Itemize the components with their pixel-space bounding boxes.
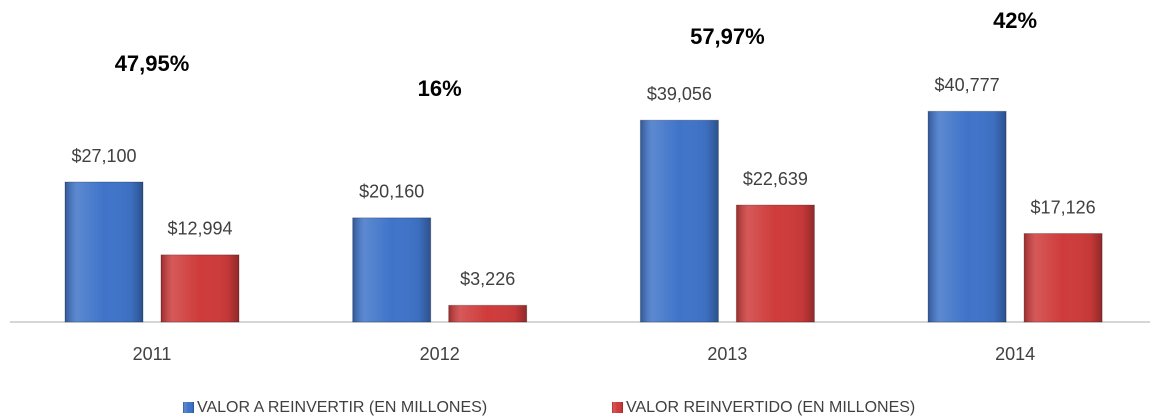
x-tick-label: 2012 — [420, 344, 460, 364]
x-tick-label: 2013 — [707, 344, 747, 364]
data-label: $12,994 — [167, 219, 232, 239]
data-label: $27,100 — [71, 146, 136, 166]
x-tick-label: 2011 — [133, 344, 172, 364]
annotation: 16% — [418, 76, 462, 101]
x-tick-label: 2014 — [995, 344, 1035, 364]
legend-swatch-shade — [612, 402, 623, 413]
bar — [352, 217, 432, 323]
bar — [448, 304, 528, 323]
annotation: 57,97% — [690, 24, 765, 49]
data-label: $22,639 — [743, 169, 808, 189]
legend-label: VALOR A REINVERTIR (EN MILLONES) — [197, 399, 487, 416]
annotation: 47,95% — [115, 51, 190, 76]
bar — [160, 254, 240, 323]
legend-swatch-shade — [183, 402, 194, 413]
data-label: $20,160 — [359, 182, 424, 202]
bar — [64, 181, 144, 323]
bar — [927, 110, 1007, 323]
annotation: 42% — [993, 8, 1037, 33]
bar — [735, 204, 815, 323]
bar — [1023, 233, 1103, 323]
legend-label: VALOR REINVERTIDO (EN MILLONES) — [626, 399, 915, 416]
data-label: $40,777 — [935, 75, 1000, 95]
bar — [639, 119, 719, 323]
data-label: $3,226 — [460, 269, 515, 289]
data-label: $39,056 — [647, 84, 712, 104]
data-label: $17,126 — [1031, 197, 1096, 217]
